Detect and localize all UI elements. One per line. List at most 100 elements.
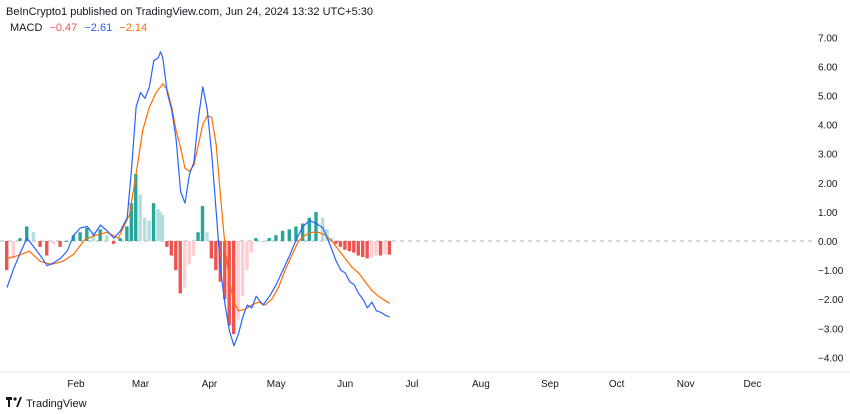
y-tick-label: −4.00 bbox=[818, 353, 844, 364]
histogram-bar bbox=[11, 241, 16, 259]
histogram-bar bbox=[300, 223, 305, 241]
histogram-bar bbox=[158, 211, 162, 241]
y-tick-label: 6.00 bbox=[818, 62, 838, 73]
legend-macd-value: −2.61 bbox=[84, 22, 113, 34]
y-tick-label: 1.00 bbox=[818, 208, 838, 219]
histogram-bar bbox=[347, 241, 352, 252]
histogram-bar bbox=[183, 241, 187, 288]
histogram-bar bbox=[307, 217, 311, 241]
histogram-bar bbox=[98, 229, 102, 241]
x-tick-label: Mar bbox=[132, 379, 150, 390]
published-caption: BeInCrypto1 published on TradingView.com… bbox=[6, 6, 374, 18]
histogram-bar bbox=[365, 241, 369, 259]
macd-line bbox=[6, 51, 390, 347]
y-tick-label: −2.00 bbox=[818, 295, 844, 306]
x-tick-label: May bbox=[267, 379, 286, 390]
indicator-legend: MACD −0.47 −2.61 −2.14 bbox=[10, 22, 151, 34]
histogram-bar bbox=[260, 241, 265, 242]
histogram-bar bbox=[165, 241, 169, 247]
tradingview-branding[interactable]: TradingView bbox=[6, 397, 87, 410]
histogram-bar bbox=[65, 241, 69, 242]
histogram-bar bbox=[156, 208, 160, 241]
histogram-bar bbox=[254, 238, 258, 241]
histogram-bar bbox=[51, 241, 56, 244]
histogram-bar bbox=[25, 226, 29, 241]
histogram-bar bbox=[200, 206, 205, 241]
histogram-bar bbox=[134, 174, 138, 241]
histogram-bar bbox=[111, 241, 116, 244]
histogram-bar bbox=[231, 241, 236, 335]
histogram-bar bbox=[361, 241, 365, 258]
histogram-bar bbox=[58, 241, 62, 247]
histogram-bar bbox=[236, 241, 240, 320]
histogram-bar bbox=[325, 229, 329, 241]
histogram-bar bbox=[209, 241, 214, 259]
histogram-bar bbox=[196, 232, 200, 241]
histogram-bar bbox=[387, 241, 392, 255]
histogram-bar bbox=[118, 238, 122, 241]
x-tick-label: Jun bbox=[337, 379, 353, 390]
histogram-bar bbox=[352, 241, 356, 253]
histogram-bar bbox=[287, 229, 291, 241]
y-tick-label: −3.00 bbox=[818, 324, 844, 335]
histogram-bar bbox=[280, 230, 285, 241]
histogram-bar bbox=[334, 241, 338, 244]
x-tick-label: Dec bbox=[743, 379, 761, 390]
x-tick-label: Oct bbox=[609, 379, 625, 390]
y-tick-label: 2.00 bbox=[818, 179, 838, 190]
histogram-bar bbox=[18, 238, 22, 241]
brand-name: TradingView bbox=[26, 397, 87, 410]
histogram-bar bbox=[343, 241, 347, 250]
histogram-bar bbox=[369, 241, 374, 258]
histogram-bar bbox=[147, 220, 151, 241]
histogram-bar bbox=[187, 241, 191, 265]
histogram-bar bbox=[329, 238, 334, 241]
histogram-bar bbox=[129, 203, 133, 241]
histogram-bar bbox=[45, 241, 49, 256]
histogram-bar bbox=[31, 232, 36, 241]
histogram-bar bbox=[71, 235, 76, 241]
histogram-bar bbox=[125, 226, 129, 241]
histogram-bar bbox=[160, 214, 165, 241]
histogram-bar bbox=[267, 238, 271, 241]
y-tick-label: 3.00 bbox=[818, 150, 838, 161]
histogram-bar bbox=[338, 241, 343, 247]
histogram-bar bbox=[249, 241, 254, 253]
histogram-bar bbox=[205, 232, 209, 241]
x-tick-label: Aug bbox=[472, 379, 490, 390]
histogram-bar bbox=[320, 217, 325, 241]
histogram-bar bbox=[240, 241, 245, 297]
histogram-bar bbox=[38, 241, 42, 247]
histogram-bar bbox=[178, 241, 182, 294]
y-tick-label: 7.00 bbox=[818, 33, 838, 44]
histogram-bar bbox=[142, 217, 147, 241]
histogram-bar bbox=[223, 241, 227, 300]
histogram-bar bbox=[356, 241, 360, 256]
histogram-bar bbox=[294, 226, 298, 241]
x-tick-label: Sep bbox=[541, 379, 559, 390]
y-tick-label: 0.00 bbox=[818, 237, 838, 248]
histogram-bar bbox=[169, 241, 174, 256]
histogram-bar bbox=[227, 241, 231, 326]
histogram-bar bbox=[274, 235, 278, 241]
histogram-bar bbox=[314, 211, 318, 241]
legend-name: MACD bbox=[10, 22, 43, 34]
histogram-bar bbox=[174, 241, 178, 271]
histogram-bar bbox=[214, 241, 218, 271]
x-tick-label: Apr bbox=[202, 379, 218, 390]
histogram-bar bbox=[378, 241, 383, 256]
histogram-bar bbox=[245, 241, 249, 271]
histogram-bar bbox=[78, 232, 82, 241]
legend-signal-value: −2.14 bbox=[119, 22, 148, 34]
x-tick-label: Feb bbox=[67, 379, 85, 390]
histogram-bar bbox=[151, 203, 156, 241]
y-tick-label: 4.00 bbox=[818, 121, 838, 132]
tradingview-logo-icon bbox=[6, 397, 22, 410]
y-tick-label: −1.00 bbox=[818, 266, 844, 277]
y-tick-label: 5.00 bbox=[818, 92, 838, 103]
histogram-bar bbox=[374, 241, 378, 256]
legend-histogram-value: −0.47 bbox=[49, 22, 78, 34]
histogram-bar bbox=[85, 227, 89, 241]
histogram-bar bbox=[5, 241, 9, 271]
